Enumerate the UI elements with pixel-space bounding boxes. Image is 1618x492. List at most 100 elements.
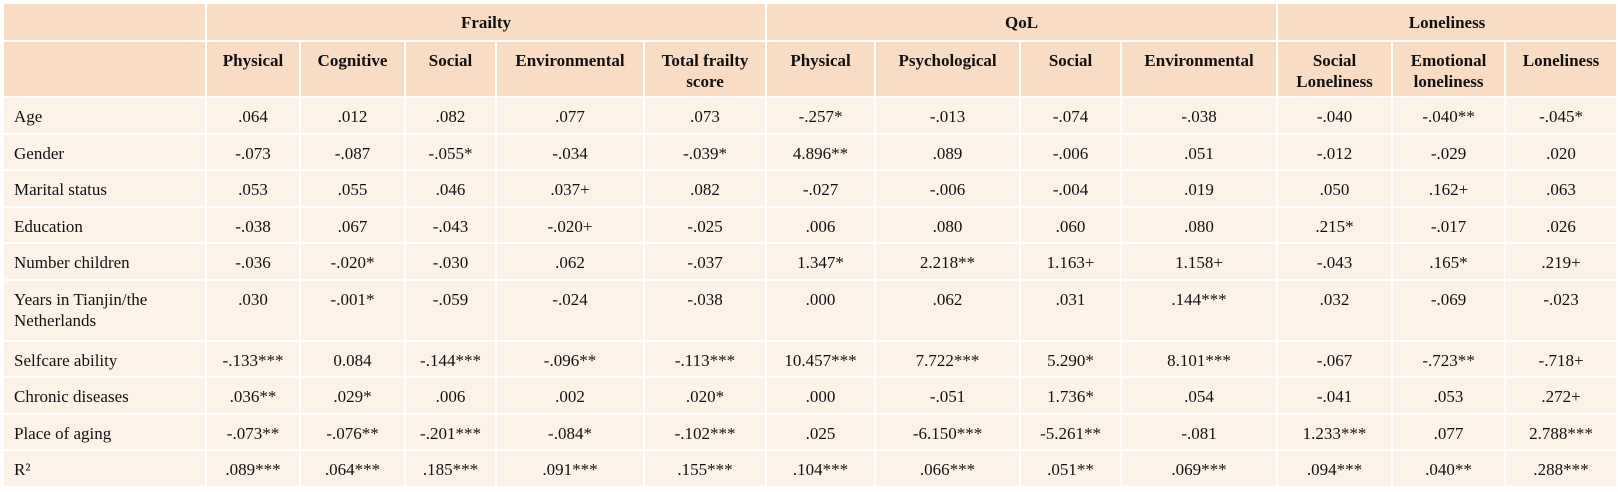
row-label: Years in Tianjin/the Netherlands <box>2 278 207 342</box>
cell: -.037 <box>642 242 768 281</box>
cell: .054 <box>1120 376 1279 415</box>
row-label: Place of aging <box>2 412 207 452</box>
cell: -.029 <box>1391 132 1507 172</box>
cell: 2.218** <box>874 242 1022 281</box>
cell: -.718+ <box>1504 339 1618 379</box>
cell: .272+ <box>1504 376 1618 415</box>
cell: .089 <box>874 132 1022 172</box>
column-header: Environmental <box>495 40 645 98</box>
table-row: Place of aging -.073** -.076** -.201*** -.08… <box>2 412 1618 452</box>
cell: .063 <box>1504 169 1618 208</box>
column-header: Social <box>404 40 497 98</box>
cell: .185*** <box>404 449 497 488</box>
cell: .000 <box>765 376 877 415</box>
cell: -.038 <box>642 278 768 342</box>
cell: .165* <box>1391 242 1507 281</box>
row-label: Chronic diseases <box>2 376 207 415</box>
cell: -.040** <box>1391 96 1507 135</box>
cell: .062 <box>495 242 645 281</box>
cell: -.030 <box>404 242 497 281</box>
cell: -.013 <box>874 96 1022 135</box>
group-header-row: Frailty QoL Loneliness <box>2 2 1618 42</box>
table-row: Number children -.036 -.020* -.030.062 -.037… <box>2 242 1618 281</box>
cell: .036** <box>205 376 301 415</box>
table-row: Education -.038.067 -.043 -.020+ -.025.006.0… <box>2 205 1618 245</box>
cell: .062 <box>874 278 1022 342</box>
cell: .037+ <box>495 169 645 208</box>
cell: .066*** <box>874 449 1022 488</box>
cell: -.074 <box>1019 96 1123 135</box>
cell: -.004 <box>1019 169 1123 208</box>
cell: -.038 <box>205 205 301 245</box>
cell: .029* <box>299 376 406 415</box>
cell: .077 <box>1391 412 1507 452</box>
cell: -.041 <box>1276 376 1394 415</box>
cell: -.017 <box>1391 205 1507 245</box>
cell: -.006 <box>1019 132 1123 172</box>
table-row: Chronic diseases .036** .029* .006.002.020*… <box>2 376 1618 415</box>
cell: .080 <box>1120 205 1279 245</box>
cell: -.201*** <box>404 412 497 452</box>
group-header: Frailty <box>204 2 768 42</box>
group-header: Loneliness <box>1276 2 1618 42</box>
cell: 1.158+ <box>1120 242 1279 281</box>
row-label: R² <box>2 449 207 488</box>
cell: -.723** <box>1391 339 1507 379</box>
cell: -.084* <box>495 412 645 452</box>
cell: 7.722*** <box>874 339 1022 379</box>
cell: -.096** <box>495 339 645 379</box>
cell: 4.896** <box>765 132 877 172</box>
cell: -.043 <box>1276 242 1394 281</box>
cell: .006 <box>404 376 497 415</box>
cell: .012 <box>299 96 406 135</box>
cell: .002 <box>495 376 645 415</box>
cell: .162+ <box>1391 169 1507 208</box>
row-label: Marital status <box>2 169 207 208</box>
table-row: Gender -.073 -.087 -.055* -.034 -.039* 4.896**… <box>2 132 1618 172</box>
column-header: Total frailty score <box>642 40 768 98</box>
cell: -.006 <box>874 169 1022 208</box>
cell: .032 <box>1276 278 1394 342</box>
cell: -.023 <box>1504 278 1618 342</box>
cell: .073 <box>642 96 768 135</box>
cell: -.076** <box>299 412 406 452</box>
cell: .053 <box>1391 376 1507 415</box>
cell: .069*** <box>1120 449 1279 488</box>
column-header: Social <box>1019 40 1123 98</box>
column-header: Environmental <box>1120 40 1279 98</box>
cell: -.024 <box>495 278 645 342</box>
column-header: Cognitive <box>299 40 406 98</box>
table-row: Years in Tianjin/the Netherlands .030 -.00… <box>2 278 1618 342</box>
cell: .031 <box>1019 278 1123 342</box>
cell: .215* <box>1276 205 1394 245</box>
cell: .104*** <box>765 449 877 488</box>
table-head: Frailty QoL Loneliness Physical Cognitive So… <box>2 2 1618 98</box>
table-row: R² .089*** .064*** .185*** .091*** .155*** .10… <box>2 449 1618 488</box>
cell: -.020+ <box>495 205 645 245</box>
cell: 2.788*** <box>1504 412 1618 452</box>
cell: .288*** <box>1504 449 1618 488</box>
cell: .040** <box>1391 449 1507 488</box>
cell: .006 <box>765 205 877 245</box>
cell: 1.736* <box>1019 376 1123 415</box>
cell: -.087 <box>299 132 406 172</box>
cell: 10.457*** <box>765 339 877 379</box>
row-label: Number children <box>2 242 207 281</box>
cell: .019 <box>1120 169 1279 208</box>
cell: .064*** <box>299 449 406 488</box>
cell: .026 <box>1504 205 1618 245</box>
cell: .067 <box>299 205 406 245</box>
cell: -.081 <box>1120 412 1279 452</box>
column-header: Social Loneliness <box>1276 40 1394 98</box>
cell: -.133*** <box>205 339 301 379</box>
cell: -.113*** <box>642 339 768 379</box>
cell: -.051 <box>874 376 1022 415</box>
cell: .030 <box>205 278 301 342</box>
cell: .082 <box>404 96 497 135</box>
cell: 1.163+ <box>1019 242 1123 281</box>
cell: .046 <box>404 169 497 208</box>
cell: .144*** <box>1120 278 1279 342</box>
cell: .000 <box>765 278 877 342</box>
row-label: Selfcare ability <box>2 339 207 379</box>
